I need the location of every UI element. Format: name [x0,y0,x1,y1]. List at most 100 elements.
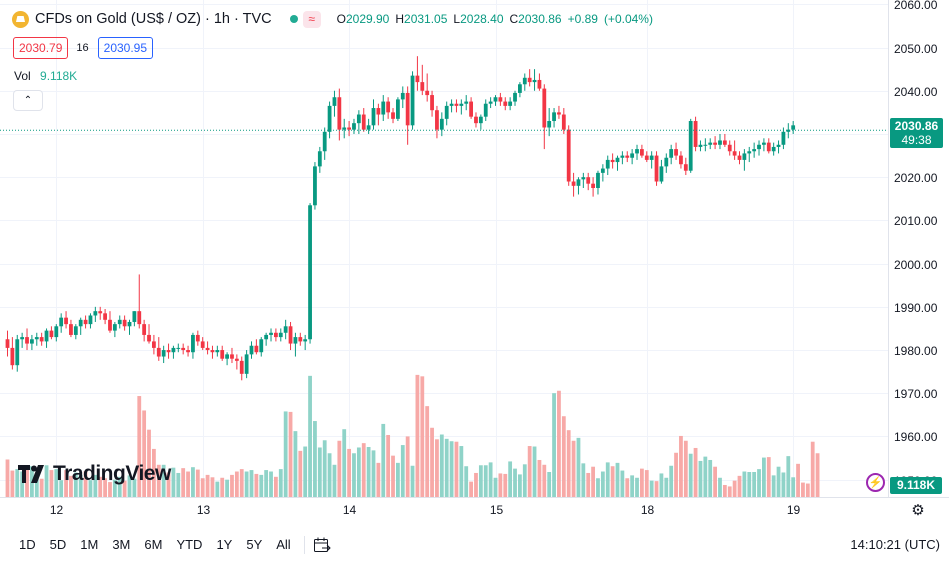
range-5y-button[interactable]: 5Y [246,537,263,552]
price-axis-tick: 2010.00 [894,213,938,228]
data-delay-icon[interactable]: ≈ [302,10,321,28]
volume-bar [181,468,186,497]
candle-body [200,341,205,348]
volume-bar [332,464,337,497]
candle-body [186,350,190,353]
volume-bar [308,375,312,497]
utc-clock[interactable]: 14:10:21 (UTC) [850,537,940,552]
candle-body [742,153,747,160]
candle-body [5,339,10,348]
volume-bar [776,466,781,497]
volume-bar [737,475,742,497]
volume-bar [49,470,54,497]
volume-bar [747,472,752,497]
candle-body [39,337,44,342]
candle-body [620,155,625,158]
candle-body [674,149,678,156]
candle-body [220,350,225,359]
volume-bar [342,429,347,497]
ohlc-values: O2029.90 H2031.05 L2028.40 C2030.86 +0.8… [337,12,653,26]
volume-bar [293,431,298,497]
candle-body [225,354,229,359]
volume-bar [405,436,410,497]
calendar-goto-icon[interactable] [313,537,331,553]
volume-bar [147,429,151,497]
volume-bar [337,440,342,497]
volume-bar [674,452,678,497]
gear-icon[interactable]: ⚙ [911,502,925,519]
volume-bar [161,464,166,497]
range-1d-button[interactable]: 1D [19,537,36,552]
candle-body [264,334,269,340]
volume-bar [171,467,176,497]
volume-bar [752,472,757,497]
tradingview-logo[interactable]: TradingView [18,462,171,486]
volume-bar [83,471,88,497]
range-all-button[interactable]: All [276,537,291,552]
price-axis-tick: 2020.00 [894,170,938,185]
volume-bar [478,465,483,497]
candle-body [488,101,493,104]
spread-value: 16 [76,42,89,54]
candle-body [254,345,259,353]
volume-bar [39,478,44,497]
candle-body [161,350,166,357]
candle-body [483,103,488,117]
range-1y-button[interactable]: 1Y [216,537,233,552]
buy-price-button[interactable]: 2030.95 [97,37,154,59]
range-1m-button[interactable]: 1M [80,537,99,552]
volume-bar [225,479,229,497]
range-5d-button[interactable]: 5D [49,537,67,552]
candle-body [518,84,522,93]
candle-body [747,151,752,154]
volume-legend[interactable]: Vol 9.118K [14,69,77,83]
volume-bars [5,374,820,497]
grid-lines [0,0,888,497]
volume-bar [635,477,639,497]
volume-bar [703,456,708,497]
bottom-toolbar: 1D 5D 1M 3M 6M YTD 1Y 5Y All 14:10:21 (U… [0,530,949,559]
range-3m-button[interactable]: 3M [112,537,131,552]
volume-bar [64,470,68,497]
volume-bar [303,446,308,497]
candle-body [688,121,693,171]
candle-body [44,330,49,342]
time-axis-tick: 13 [196,503,211,517]
price-chart[interactable] [0,0,949,530]
candle-body [30,339,34,344]
candle-body [722,140,727,145]
volume-bar [69,475,73,497]
volume-bar [127,475,132,497]
candle-body [439,118,444,130]
candle-body [435,110,439,130]
collapse-legend-button[interactable]: ⌃ [13,90,43,111]
volume-bar [522,464,527,497]
range-6m-button[interactable]: 6M [144,537,163,552]
lightning-icon[interactable]: ⚡ [866,473,885,492]
volume-bar [371,450,376,497]
candle-body [234,358,239,361]
volume-bar [474,472,478,497]
volume-bar [410,465,415,497]
range-ytd-button[interactable]: YTD [176,537,203,552]
candle-body [698,144,703,147]
candle-body [10,347,15,366]
symbol-title[interactable]: CFDs on Gold (US$ / OZ) · 1h · TVC [35,11,272,27]
volume-bar [59,480,64,497]
volume-bar [249,470,254,497]
candle-body [659,166,664,182]
candle-body [625,155,630,158]
candle-body [73,326,78,335]
volume-bar [176,472,181,497]
time-axis-tick: 14 [342,503,357,517]
volume-bar [649,480,654,497]
volume-bar [298,450,303,497]
candle-body [239,360,244,374]
sell-price-button[interactable]: 2030.79 [13,37,69,59]
candle-body [508,101,513,106]
market-open-status-icon[interactable] [289,15,298,23]
volume-bar [786,456,791,497]
volume-bar [757,469,761,497]
volume-bar [44,465,49,497]
candle-body [527,77,532,83]
